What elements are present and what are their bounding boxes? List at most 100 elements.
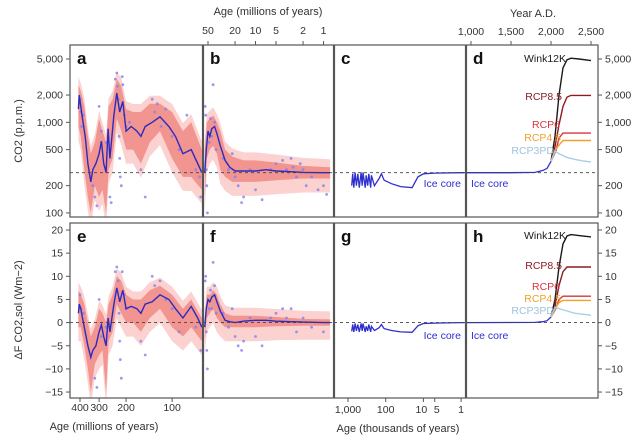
proxy-data-point: [209, 288, 212, 292]
panel-c-plot: [351, 172, 465, 189]
proxy-data-point: [116, 84, 119, 88]
proxy-data-point: [120, 270, 124, 274]
co2-tick-label-right: 1,000: [605, 117, 631, 129]
proxy-data-point: [295, 330, 298, 334]
panel-g-plot: [351, 321, 465, 333]
proxy-data-point: [295, 175, 298, 179]
forcing-tick-label-right: 10: [605, 271, 617, 283]
proxy-data-point: [206, 367, 209, 371]
proxy-data-point: [291, 165, 295, 169]
co2-tick-label-right: 2,000: [605, 90, 631, 102]
year-tick-label: 1,000: [458, 26, 484, 38]
ice-core-line: [466, 161, 552, 174]
series-line-wink12k: [550, 57, 592, 162]
series-label: RCP8.5: [525, 260, 562, 272]
co2-tick-label-left: 1,000: [37, 117, 63, 129]
series-label: RCP6: [532, 119, 560, 131]
panel-h-plot: [466, 233, 592, 324]
proxy-data-point: [95, 204, 99, 208]
proxy-data-point: [242, 339, 246, 343]
uncertainty-band: [204, 290, 331, 342]
proxy-data-point: [95, 386, 99, 389]
series-label: Wink12K: [524, 230, 566, 242]
proxy-data-point: [310, 175, 313, 179]
proxy-data-point: [118, 339, 122, 343]
proxy-data-point: [207, 307, 211, 311]
proxy-data-point: [211, 261, 215, 264]
age-ma-tick-label: 50: [202, 25, 214, 37]
proxy-data-point: [143, 195, 147, 199]
forcing-tick-label-left: 5: [57, 294, 63, 306]
proxy-data-point: [260, 344, 264, 348]
proxy-data-point: [207, 141, 211, 144]
proxy-data-point: [119, 184, 123, 188]
proxy-data-point: [113, 77, 117, 81]
proxy-data-point: [150, 274, 154, 278]
proxy-data-point: [274, 311, 278, 315]
proxy-data-point: [159, 125, 163, 128]
proxy-data-point: [205, 184, 209, 188]
panel-f-plot: [203, 261, 331, 371]
forcing-tick-label-left: −10: [45, 363, 63, 375]
series-label: RCP4.5: [524, 293, 561, 305]
age-kyr-tick-label: 5: [434, 404, 440, 416]
proxy-data-point: [289, 157, 293, 160]
co2-tick-label-right: 200: [605, 180, 623, 192]
co2-tick-label-left: 2,000: [37, 90, 63, 102]
proxy-data-point: [118, 157, 122, 160]
proxy-data-point: [240, 201, 244, 205]
uncertainty-band: [78, 276, 202, 393]
proxy-data-point: [119, 376, 123, 380]
proxy-data-point: [78, 293, 82, 297]
proxy-data-point: [100, 129, 103, 133]
proxy-data-point: [204, 330, 208, 334]
panel-b-plot: [203, 83, 331, 215]
proxy-data-point: [240, 349, 244, 352]
proxy-data-point: [150, 97, 154, 101]
age-kyr-tick-label: 1,000: [335, 404, 361, 416]
series-label: RCP8.5: [525, 91, 562, 103]
proxy-data-point: [233, 175, 237, 179]
proxy-data-point: [204, 274, 208, 278]
series-label: RCP3PD: [511, 305, 554, 317]
proxy-data-point: [206, 211, 209, 215]
proxy-data-point: [93, 195, 97, 199]
proxy-data-point: [177, 330, 181, 334]
proxy-data-point: [254, 335, 257, 338]
proxy-data-point: [80, 125, 84, 128]
forcing-tick-label-left: 20: [51, 225, 63, 237]
uncertainty-band-outer: [204, 107, 331, 211]
proxy-data-point: [260, 198, 264, 202]
bottom-age-ma-axis-title: Age (millions of years): [50, 421, 159, 433]
series-line-wink12k: [550, 233, 592, 318]
panel-letter: e: [77, 227, 86, 246]
co2-tick-label-left: 200: [45, 180, 63, 192]
proxy-data-point: [316, 188, 320, 192]
co2-axis-title: CO2 (p.p.m.): [13, 99, 25, 163]
proxy-data-point: [120, 75, 124, 78]
forcing-tick-label-right: −15: [605, 387, 623, 399]
proxy-data-point: [143, 353, 147, 357]
proxy-data-point: [322, 184, 325, 188]
proxy-data-point: [233, 335, 237, 338]
co2-tick-label-left: 500: [45, 144, 63, 156]
series-line-rcp85: [550, 94, 591, 162]
proxy-data-point: [155, 102, 159, 106]
proxy-data-point: [93, 376, 97, 380]
proxy-data-point: [121, 83, 125, 87]
proxy-data-point: [170, 307, 174, 311]
proxy-data-point: [97, 298, 101, 301]
proxy-data-point: [236, 344, 240, 348]
proxy-data-point: [210, 307, 214, 311]
panel-a-plot: [77, 71, 203, 217]
forcing-axis-title: ΔF CO2,sol (Wm−2): [13, 260, 25, 359]
panel-letter: g: [341, 227, 351, 246]
age-kyr-tick-label: 100: [377, 404, 395, 416]
proxy-data-point: [304, 184, 308, 188]
proxy-data-point: [177, 148, 181, 152]
proxy-data-point: [91, 184, 95, 188]
proxy-data-point: [214, 148, 218, 152]
proxy-data-point: [139, 339, 143, 343]
proxy-data-point: [209, 117, 212, 120]
